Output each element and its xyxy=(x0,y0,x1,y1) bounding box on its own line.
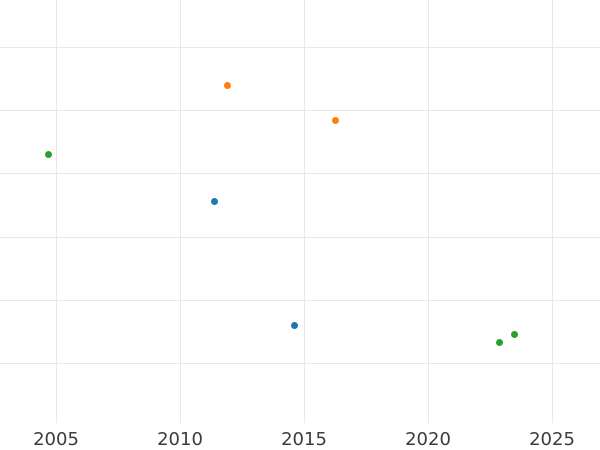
vertical-gridline xyxy=(179,0,181,423)
horizontal-gridline xyxy=(0,236,600,238)
horizontal-gridline xyxy=(0,109,600,111)
horizontal-gridline xyxy=(0,46,600,48)
data-point-blue xyxy=(290,322,298,330)
x-tick-label: 2005 xyxy=(33,429,79,450)
data-point-green xyxy=(45,150,53,158)
vertical-gridline xyxy=(303,0,305,423)
horizontal-gridline xyxy=(0,362,600,364)
vertical-gridline xyxy=(55,0,57,423)
x-tick-label: 2020 xyxy=(405,429,451,450)
data-point-green xyxy=(496,339,504,347)
data-point-orange xyxy=(223,82,231,90)
horizontal-gridline xyxy=(0,299,600,301)
data-point-blue xyxy=(211,198,219,206)
data-point-orange xyxy=(331,116,339,124)
vertical-gridline xyxy=(427,0,429,423)
data-point-green xyxy=(511,331,519,339)
horizontal-gridline xyxy=(0,172,600,174)
x-tick-label: 2015 xyxy=(281,429,327,450)
x-tick-label: 2010 xyxy=(157,429,203,450)
x-tick-label: 2025 xyxy=(529,429,575,450)
vertical-gridline xyxy=(551,0,553,423)
